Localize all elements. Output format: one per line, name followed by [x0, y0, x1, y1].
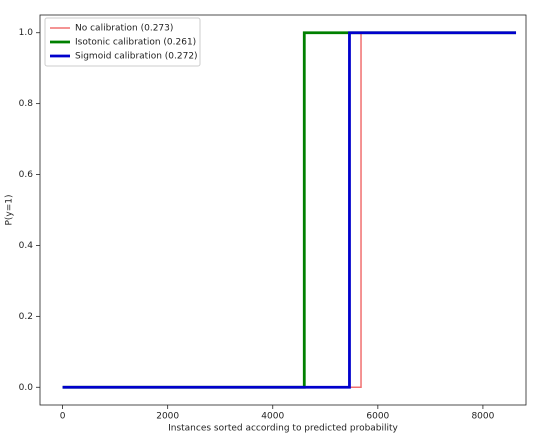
series-line — [62, 31, 517, 389]
y-tick-label: 1.0 — [19, 28, 34, 38]
x-tick-label: 8000 — [471, 412, 494, 422]
y-tick-label: 0.0 — [19, 383, 34, 393]
x-tick-label: 0 — [60, 412, 66, 422]
legend-box — [44, 17, 201, 67]
x-axis-label: Instances sorted according to predicted … — [168, 424, 398, 434]
legend: No calibration (0.273) Isotonic calibrati… — [44, 17, 201, 67]
y-tick-label: 0.4 — [19, 241, 34, 251]
x-tick-label: 4000 — [261, 412, 284, 422]
x-tick-label: 2000 — [156, 412, 179, 422]
legend-label: Isotonic calibration (0.261) — [75, 38, 196, 48]
y-tick-label: 0.8 — [19, 99, 34, 109]
y-tick-label: 0.2 — [19, 312, 33, 322]
series-line — [62, 31, 517, 389]
plot-frame — [39, 14, 527, 406]
legend-label: Sigmoid calibration (0.272) — [75, 52, 198, 62]
y-axis-label: P(y=1) — [5, 194, 15, 225]
legend-label: No calibration (0.273) — [75, 24, 173, 34]
series-line — [62, 31, 517, 389]
y-tick-label: 0.6 — [19, 170, 34, 180]
x-tick-label: 6000 — [366, 412, 389, 422]
